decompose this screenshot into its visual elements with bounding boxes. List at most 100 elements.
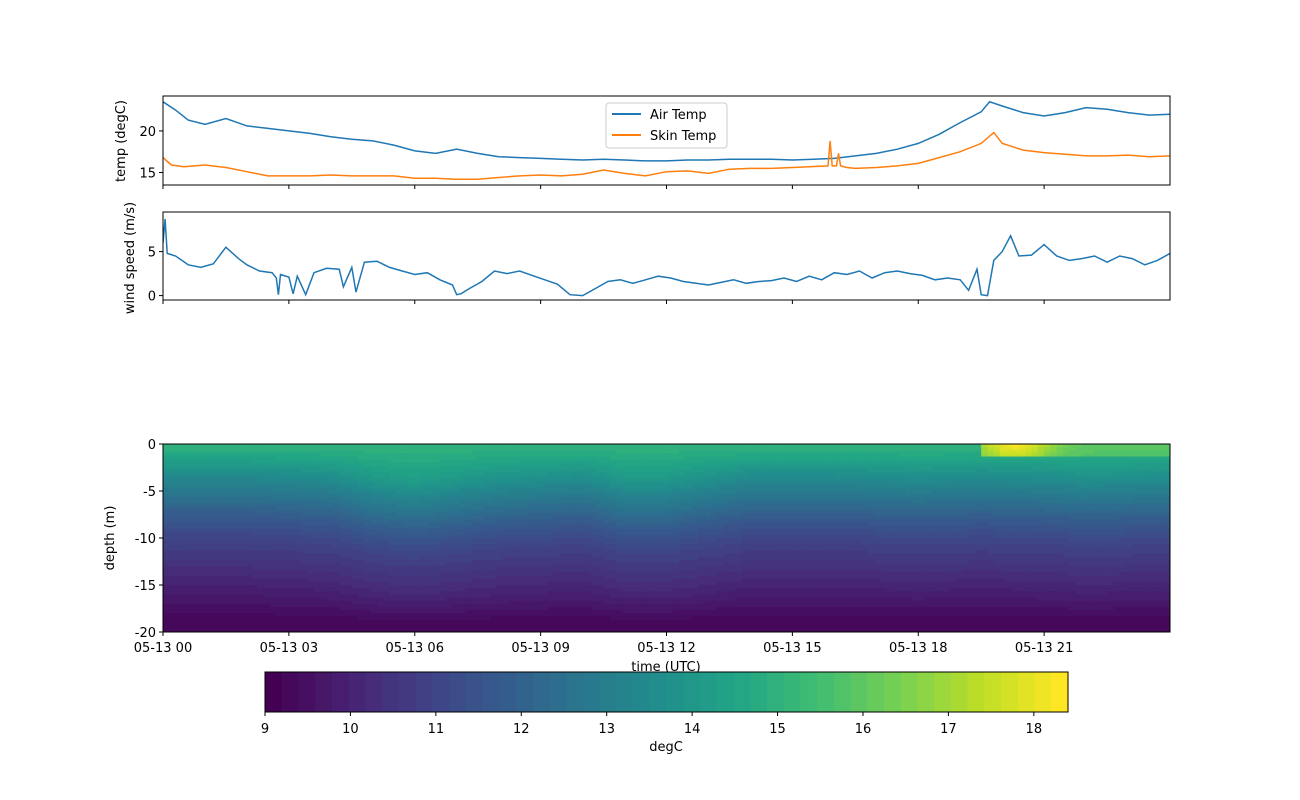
heatmap-cell: [635, 603, 642, 608]
heatmap-cell: [502, 603, 510, 608]
heatmap-cell: [370, 459, 378, 464]
heatmap-cell: [465, 616, 472, 621]
heatmap-cell: [395, 566, 403, 570]
heatmap-cell: [465, 622, 472, 627]
heatmap-cell: [572, 481, 579, 486]
heatmap-cell: [496, 465, 504, 470]
heatmap-cell: [395, 516, 403, 520]
heatmap-cell: [163, 469, 170, 473]
heatmap-cell: [200, 447, 208, 451]
heatmap-cell: [496, 597, 504, 602]
heatmap-cell: [509, 585, 517, 589]
heatmap-cell: [257, 512, 265, 517]
heatmap-cell: [269, 619, 277, 624]
heatmap-cell: [238, 509, 246, 514]
heatmap-cell: [301, 522, 309, 527]
heatmap-cell: [622, 453, 630, 458]
heatmap-cell: [546, 559, 554, 564]
heatmap-cell: [458, 603, 466, 608]
heatmap-cell: [188, 597, 196, 602]
heatmap-cell: [559, 506, 567, 511]
heatmap-cell: [578, 472, 586, 476]
heatmap-cell: [465, 453, 472, 458]
heatmap-cell: [622, 578, 630, 583]
heatmap-cell: [181, 522, 189, 527]
heatmap-cell: [389, 506, 397, 511]
heatmap-cell: [314, 591, 321, 595]
heatmap-cell: [628, 465, 636, 470]
heatmap-cell: [332, 525, 340, 530]
heatmap-cell: [446, 469, 454, 473]
heatmap-cell: [590, 472, 598, 476]
heatmap-cell: [666, 622, 674, 627]
heatmap-cell: [295, 519, 303, 523]
heatmap-cell: [351, 516, 359, 520]
heatmap-cell: [528, 494, 535, 498]
heatmap-cell: [383, 503, 391, 508]
heatmap-cell: [194, 519, 202, 523]
heatmap-cell: [339, 531, 347, 536]
heatmap-cell: [603, 566, 611, 570]
heatmap-cell: [679, 475, 686, 480]
heatmap-cell: [238, 578, 246, 583]
heatmap-cell: [219, 550, 227, 555]
heatmap-cell: [383, 547, 391, 552]
heatmap-cell: [597, 531, 605, 536]
heatmap-cell: [320, 610, 328, 614]
heatmap-cell: [257, 503, 265, 508]
heatmap-cell: [641, 481, 649, 486]
heatmap-cell: [660, 550, 668, 555]
heatmap-cell: [288, 522, 296, 527]
heatmap-cell: [408, 478, 416, 483]
heatmap-cell: [238, 469, 246, 473]
heatmap-cell: [609, 538, 617, 542]
heatmap-cell: [565, 600, 573, 605]
heatmap-cell: [408, 462, 416, 467]
heatmap-cell: [641, 591, 649, 595]
heatmap-cell: [244, 588, 252, 592]
heatmap-cell: [238, 462, 246, 467]
heatmap-cell: [635, 613, 642, 617]
heatmap-cell: [263, 481, 271, 486]
heatmap-cell: [458, 600, 466, 605]
heatmap-cell: [477, 500, 485, 505]
heatmap-cell: [389, 531, 397, 536]
heatmap-cell: [521, 550, 529, 555]
heatmap-cell: [572, 613, 579, 617]
profile-panel: 0-5-10-15-20 05-13 00 05-13 03 05-13 06 05-…: [103, 438, 1171, 675]
heatmap-cell: [301, 616, 309, 621]
heatmap-cell: [584, 531, 592, 536]
heatmap-cell: [402, 506, 410, 511]
heatmap-cell: [269, 622, 277, 627]
heatmap-cell: [402, 566, 410, 570]
heatmap-cell: [502, 444, 510, 448]
heatmap-cell: [647, 628, 655, 632]
heatmap-cell: [332, 581, 340, 586]
heatmap-cell: [326, 484, 334, 489]
heatmap-cell: [546, 462, 554, 467]
heatmap-cell: [622, 556, 630, 561]
heatmap-cell: [282, 550, 290, 555]
heatmap-cell: [433, 447, 441, 451]
heatmap-cell: [496, 459, 504, 464]
heatmap-cell: [647, 472, 655, 476]
heatmap-cell: [238, 575, 246, 580]
heatmap-cell: [590, 619, 598, 624]
heatmap-cell: [326, 494, 334, 498]
heatmap-cell: [213, 512, 221, 517]
heatmap-cell: [383, 509, 391, 514]
heatmap-cell: [546, 481, 554, 486]
heatmap-cell: [421, 563, 428, 567]
heatmap-cell: [370, 588, 378, 592]
heatmap-cell: [288, 475, 296, 480]
heatmap-cell: [314, 547, 321, 552]
heatmap-cell: [502, 563, 510, 567]
heatmap-cell: [565, 525, 573, 530]
heatmap-cell: [653, 625, 661, 630]
heatmap-cell: [219, 475, 227, 480]
heatmap-cell: [370, 469, 378, 473]
heatmap-cell: [351, 553, 359, 558]
heatmap-cell: [509, 528, 517, 533]
heatmap-cell: [238, 594, 246, 599]
heatmap-cell: [351, 585, 359, 589]
